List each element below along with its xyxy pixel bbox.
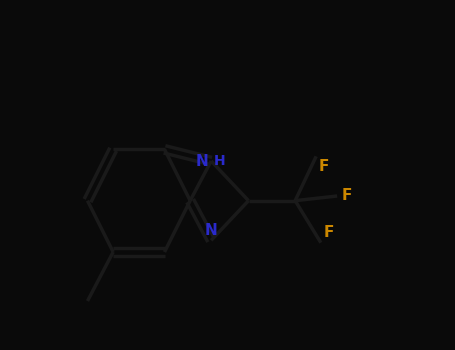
Text: N: N — [205, 223, 217, 238]
Text: F: F — [323, 225, 334, 240]
Text: N: N — [196, 154, 209, 168]
Text: H: H — [213, 154, 225, 168]
Text: F: F — [318, 159, 329, 174]
Text: F: F — [342, 189, 352, 203]
